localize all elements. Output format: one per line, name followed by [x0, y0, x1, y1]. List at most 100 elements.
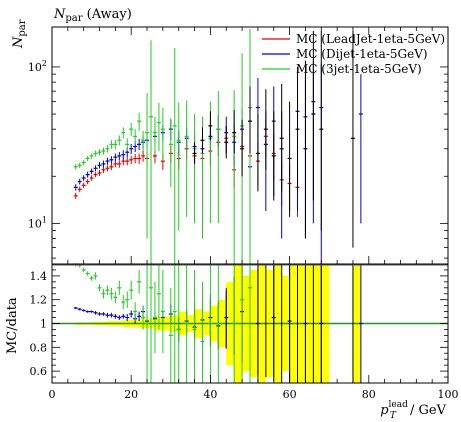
- data-point: [224, 125, 229, 159]
- mc-point: [137, 139, 142, 151]
- mc-point: [97, 170, 102, 176]
- mc-point: [129, 143, 134, 154]
- ratio-point: [156, 264, 161, 330]
- legend: MC (LeadJet-1eta-5GeV)MC (Dijet-1eta-5Ge…: [262, 32, 445, 76]
- ratio-point: [125, 291, 130, 309]
- mc-point: [129, 155, 134, 165]
- mc-point: [105, 157, 110, 165]
- mc-point: [149, 40, 153, 264]
- main-y-axis-label: Npar: [11, 19, 28, 49]
- ratio-y-tick-label: 1.4: [30, 270, 48, 283]
- mc-point: [117, 160, 122, 168]
- data-point: [240, 119, 245, 177]
- main-y-axis-label-symbol: N: [11, 36, 26, 49]
- mc-point: [133, 153, 138, 164]
- x-axis-label-superscript: lead: [389, 400, 409, 410]
- mc-point: [125, 157, 130, 166]
- legend-label: MC (3jet-1eta-5GeV): [296, 62, 422, 76]
- x-axis-label-unit: / GeV: [406, 403, 447, 418]
- ratio-point: [149, 264, 153, 383]
- mc-point: [141, 130, 146, 152]
- ratio-plot: MC/data 0.6 0.8 1 1.2 1.4 0 20 40 60 80 100 plead T…: [5, 263, 459, 421]
- main-y-tick-label-exponent: 2: [42, 59, 47, 68]
- ratio-point: [129, 310, 134, 318]
- ratio-point: [145, 264, 150, 383]
- mc-point: [172, 48, 177, 264]
- data-point: [255, 114, 260, 192]
- x-axis-label-subscript: T: [390, 411, 397, 421]
- legend-entry: MC (Dijet-1eta-5GeV): [262, 47, 428, 61]
- ratio-point: [200, 281, 205, 383]
- ratio-point: [137, 311, 142, 322]
- main-y-tick-label-exponent: 1: [42, 215, 47, 224]
- mc-point: [109, 163, 114, 171]
- ratio-point: [117, 315, 122, 320]
- mc-point: [77, 186, 82, 193]
- main-y-tick-label-base: 10: [28, 61, 42, 74]
- legend-label: MC (Dijet-1eta-5GeV): [296, 47, 428, 61]
- ratio-point: [89, 275, 94, 281]
- ratio-point: [141, 305, 146, 330]
- ratio-point: [133, 302, 138, 322]
- ratio-point: [172, 264, 177, 383]
- mc-point: [152, 116, 157, 154]
- mc-point: [85, 171, 90, 178]
- main-data-series: [192, 30, 355, 248]
- mc-point: [113, 139, 118, 150]
- mc-point: [121, 150, 126, 160]
- x-axis-label-symbol: p: [380, 403, 389, 418]
- ratio-point: [73, 306, 78, 310]
- mc-point: [77, 178, 82, 185]
- ratio-point: [129, 280, 134, 300]
- mc-point: [89, 175, 94, 181]
- mc-point: [168, 118, 173, 188]
- mc-point: [97, 149, 102, 156]
- ratio-point: [109, 312, 114, 318]
- ratio-point: [184, 264, 189, 383]
- mc-point: [109, 156, 114, 164]
- ratio-y-tick-label: 0.6: [30, 365, 48, 378]
- ratio-plot-frame: [51, 263, 449, 384]
- ratio-point: [168, 287, 173, 383]
- ratio-point: [97, 284, 102, 292]
- data-point: [319, 30, 324, 231]
- data-point: [303, 60, 308, 239]
- data-point: [311, 30, 316, 201]
- mc-point: [89, 168, 94, 175]
- ratio-point: [271, 264, 276, 378]
- data-point: [271, 111, 276, 201]
- main-y-axis-label-subscript: par: [17, 19, 28, 36]
- ratio-point: [192, 269, 197, 383]
- data-point: [208, 111, 213, 141]
- legend-entry: MC (LeadJet-1eta-5GeV): [262, 32, 445, 46]
- mc-point: [137, 153, 142, 164]
- mc-point: [73, 184, 78, 191]
- mc-point: [176, 102, 181, 231]
- mc-point: [85, 155, 90, 162]
- mc-point: [192, 114, 197, 224]
- ratio-point: [216, 264, 221, 383]
- legend-entry: MC (3jet-1eta-5GeV): [262, 62, 422, 76]
- ratio-point: [160, 269, 165, 354]
- main-series-3: [73, 28, 252, 264]
- ratio-y-tick-label: 1.2: [30, 294, 48, 307]
- ratio-point: [101, 312, 106, 316]
- ratio-point: [224, 287, 229, 348]
- ratio-point: [248, 264, 252, 383]
- data-point: [279, 83, 284, 192]
- ratio-marks: [52, 263, 448, 383]
- main-title-suffix: (Away): [83, 7, 132, 22]
- mc-point: [77, 162, 82, 168]
- ratio-point: [255, 264, 260, 383]
- ratio-point: [113, 291, 118, 304]
- ratio-point: [319, 264, 324, 383]
- mc-point: [85, 179, 90, 185]
- ratio-point: [240, 264, 245, 383]
- mc-point: [113, 160, 118, 168]
- x-tick-label: 80: [362, 388, 376, 401]
- mc-point: [93, 150, 98, 157]
- mc-point: [117, 151, 122, 161]
- ratio-point: [208, 264, 213, 383]
- ratio-point: [152, 281, 157, 354]
